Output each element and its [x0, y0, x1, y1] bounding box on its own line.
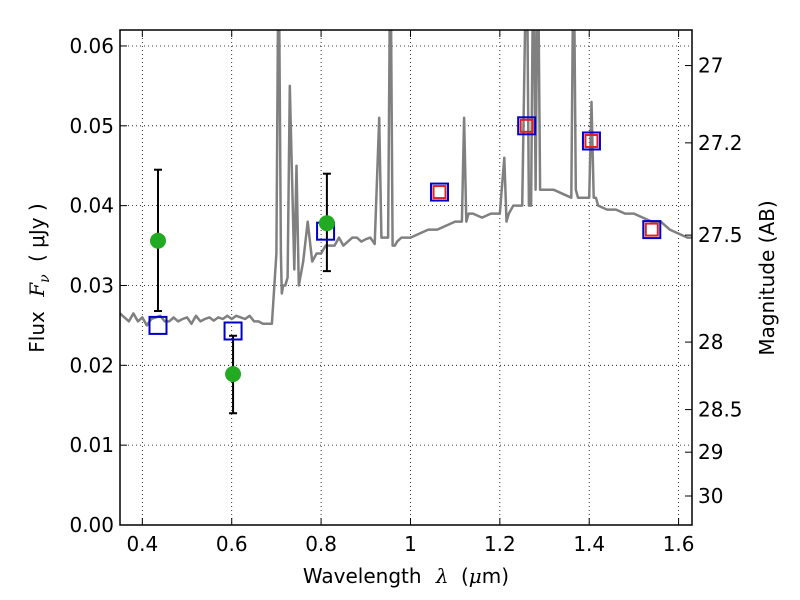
- x-axis-label-unit-open: (: [461, 564, 469, 588]
- x-axis-label-unit-rest: m): [482, 564, 509, 588]
- markers: [148, 116, 662, 383]
- observed-flux-point: [318, 215, 335, 232]
- observed-flux-square: [584, 133, 599, 148]
- model-flux-square: [223, 321, 243, 341]
- y-tick-label: 0.05: [69, 114, 114, 138]
- x-tick-label: 1.6: [663, 532, 695, 556]
- x-axis-label: Wavelength λ (μm): [303, 564, 509, 588]
- y2-tick-labels: 27 27.2 27.5 28 28.5 29 30: [698, 54, 743, 508]
- spectrum-series: [120, 30, 692, 327]
- y-tick-label: 0.00: [69, 513, 114, 537]
- y2-tick-label: 27.2: [698, 131, 743, 155]
- error-bars: [153, 168, 331, 415]
- observed-flux-point: [149, 232, 166, 249]
- model-flux-square: [430, 182, 450, 202]
- model-flux-square: [517, 116, 537, 136]
- y-tick-label: 0.01: [69, 433, 114, 457]
- y-axis-label: Flux Fν ( μJy ): [25, 203, 54, 352]
- x-tick-label: 0.4: [126, 532, 158, 556]
- y2-tick-label: 28: [698, 330, 723, 354]
- y-tick-label: 0.06: [69, 34, 114, 58]
- x-axis-label-prefix: Wavelength: [303, 564, 422, 588]
- x-tick-label: 0.6: [216, 532, 248, 556]
- y2-axis-label: Magnitude (AB): [755, 200, 779, 355]
- spectrum-line: [120, 30, 692, 327]
- plot-frame: [119, 29, 693, 526]
- y2-tick-label: 27.5: [698, 223, 743, 247]
- y-tick-label: 0.03: [69, 273, 114, 297]
- x-tick-label: 1: [404, 532, 417, 556]
- x-axis-label-unit-mu: μ: [469, 564, 482, 588]
- x-tick-labels: 0.4 0.6 0.8 1 1.2 1.4 1.6: [126, 532, 694, 556]
- model-flux-square: [642, 220, 662, 240]
- model-flux-square: [581, 131, 601, 151]
- model-flux-square: [148, 315, 168, 335]
- observed-flux-square: [644, 222, 659, 237]
- y2-tick-label: 28.5: [698, 398, 743, 422]
- tick-marks: [120, 30, 692, 526]
- y2-tick-label: 30: [698, 484, 723, 508]
- y-tick-label: 0.04: [69, 194, 114, 218]
- y-tick-labels: 0.00 0.01 0.02 0.03 0.04 0.05 0.06: [69, 34, 114, 537]
- x-tick-label: 1.2: [484, 532, 516, 556]
- grid: [120, 30, 692, 525]
- y-axis-label-unit: ( μJy ): [25, 203, 49, 262]
- observed-flux-square: [519, 118, 534, 133]
- x-tick-label: 0.8: [305, 532, 337, 556]
- observed-flux-square: [432, 185, 447, 200]
- y2-tick-label: 27: [698, 54, 723, 78]
- y-axis-label-subscript: ν: [37, 274, 53, 283]
- y-tick-label: 0.02: [69, 353, 114, 377]
- x-tick-label: 1.4: [573, 532, 605, 556]
- y-axis-label-prefix: Flux: [25, 311, 49, 353]
- x-axis-label-symbol: λ: [435, 564, 449, 588]
- y-axis-label-symbol: F: [25, 282, 49, 298]
- y2-tick-label: 29: [698, 440, 723, 464]
- observed-flux-point: [225, 366, 242, 383]
